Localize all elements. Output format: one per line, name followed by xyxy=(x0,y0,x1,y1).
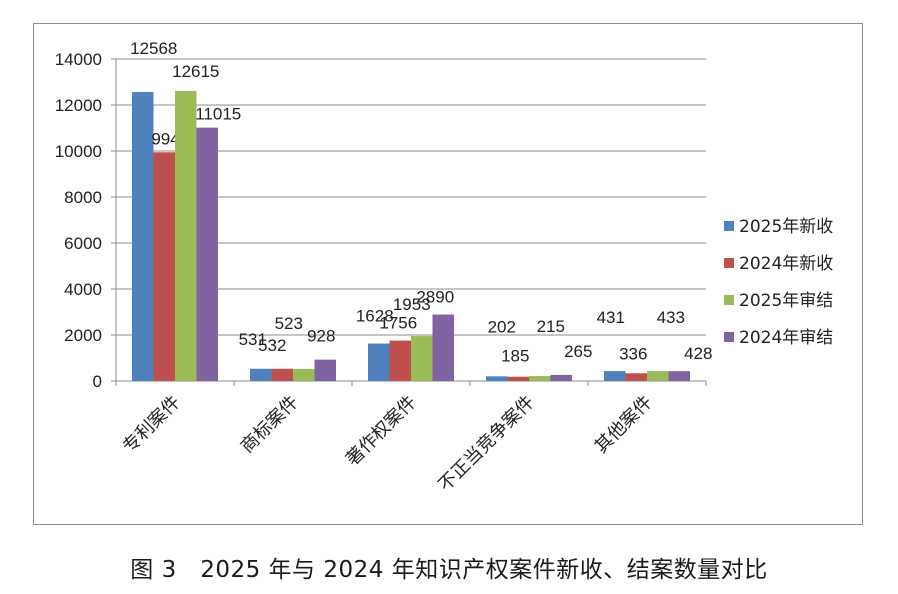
data-label: 1953 xyxy=(393,295,431,314)
y-tick-label: 4000 xyxy=(64,280,102,299)
legend-swatch xyxy=(724,295,734,305)
y-tick-label: 8000 xyxy=(64,188,102,207)
bar xyxy=(368,343,390,381)
legend-swatch xyxy=(724,258,734,268)
bar xyxy=(389,340,411,381)
y-tick-label: 14000 xyxy=(55,50,102,69)
data-label: 185 xyxy=(501,347,529,366)
bar xyxy=(550,374,572,381)
data-label: 215 xyxy=(537,317,565,336)
bar xyxy=(175,90,197,381)
legend-label: 2024年审结 xyxy=(739,328,833,348)
bar xyxy=(250,368,272,381)
chart-frame xyxy=(33,23,863,525)
y-tick-label: 12000 xyxy=(55,96,102,115)
bar xyxy=(604,371,626,381)
data-label: 431 xyxy=(597,308,625,327)
category-label: 商标案件 xyxy=(237,392,303,458)
y-tick-label: 10000 xyxy=(55,142,102,161)
data-label: 433 xyxy=(657,308,685,327)
bar xyxy=(411,336,433,381)
data-label: 532 xyxy=(258,336,286,355)
bar xyxy=(271,368,293,381)
data-label: 202 xyxy=(488,317,516,336)
data-label: 1756 xyxy=(379,314,417,333)
bar xyxy=(507,376,529,381)
bar xyxy=(153,152,175,381)
data-label: 265 xyxy=(564,342,592,361)
bar xyxy=(293,368,315,381)
legend-swatch xyxy=(724,332,734,342)
bar xyxy=(196,127,218,381)
bar xyxy=(529,376,551,381)
data-label: 928 xyxy=(307,327,335,346)
bar-chart: 0200040006000800010000120001400012568994… xyxy=(55,39,834,496)
data-label: 11015 xyxy=(195,105,241,124)
legend-label: 2025年新收 xyxy=(739,217,833,237)
legend-swatch xyxy=(724,221,734,231)
data-label: 428 xyxy=(684,344,712,363)
data-label: 523 xyxy=(275,314,303,333)
figure-caption: 图 3 2025 年与 2024 年知识产权案件新收、结案数量对比 xyxy=(130,557,768,583)
data-label: 2890 xyxy=(416,288,454,307)
y-tick-label: 0 xyxy=(93,372,102,391)
y-tick-label: 2000 xyxy=(64,326,102,345)
legend-label: 2025年审结 xyxy=(739,291,833,311)
data-label: 12568 xyxy=(130,39,177,58)
bar xyxy=(486,376,508,381)
bar xyxy=(647,371,669,381)
category-label: 其他案件 xyxy=(591,392,657,458)
bar xyxy=(432,314,454,381)
data-label: 531 xyxy=(239,330,267,349)
bar xyxy=(668,371,690,381)
y-tick-label: 6000 xyxy=(64,234,102,253)
data-label: 12615 xyxy=(172,62,219,81)
category-label: 不正当竞争案件 xyxy=(435,392,539,496)
bar xyxy=(314,359,336,381)
bar xyxy=(132,91,154,381)
legend-label: 2024年新收 xyxy=(739,254,833,274)
data-label: 1628 xyxy=(356,307,394,326)
bar xyxy=(625,373,647,381)
data-label: 336 xyxy=(619,344,647,363)
category-label: 专利案件 xyxy=(119,392,185,458)
category-label: 著作权案件 xyxy=(342,392,420,470)
